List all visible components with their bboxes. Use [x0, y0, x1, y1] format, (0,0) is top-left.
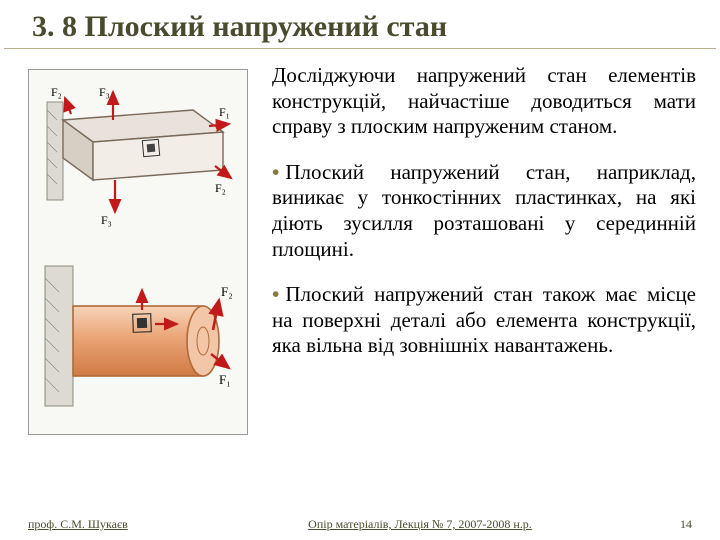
- label-f1b: F₁: [219, 372, 231, 387]
- figure-column: F₃ F₃ F₁ F₂ F₂: [28, 59, 248, 435]
- bullet-icon: •: [272, 282, 279, 306]
- text-column: Досліджуючи напружений стан елементів ко…: [248, 59, 696, 435]
- label-f2c: F₂: [221, 284, 233, 299]
- label-f2b: F₂: [51, 85, 62, 99]
- cylinder-diagram: F₂ F₁: [43, 254, 233, 424]
- plate-diagram: F₃ F₃ F₁ F₂ F₂: [43, 80, 233, 230]
- label-f1: F₁: [219, 105, 230, 119]
- label-f2: F₂: [215, 181, 226, 195]
- content-area: F₃ F₃ F₁ F₂ F₂: [0, 59, 720, 435]
- bullet2-text: Плоский напружений стан також має місце …: [272, 282, 696, 357]
- bullet-1: •Плоский напружений стан, наприклад, вин…: [272, 160, 696, 262]
- slide: 3. 8 Плоский напружений стан: [0, 0, 720, 540]
- slide-title: 3. 8 Плоский напружений стан: [4, 0, 716, 49]
- figure-box: F₃ F₃ F₁ F₂ F₂: [28, 69, 248, 435]
- label-f3b: F₃: [101, 213, 112, 227]
- label-f3: F₃: [99, 85, 110, 99]
- footer-lecture: Опір матеріалів, Лекція № 7, 2007-2008 н…: [208, 517, 632, 532]
- footer-author: проф. С.М. Шукаєв: [28, 517, 208, 532]
- footer-page-number: 14: [632, 517, 692, 532]
- intro-paragraph: Досліджуючи напружений стан елементів ко…: [272, 63, 696, 140]
- bullet-icon: •: [272, 160, 279, 184]
- bullet1-text: Плоский напружений стан, наприклад, вини…: [272, 160, 696, 261]
- bullet-2: •Плоский напружений стан також має місце…: [272, 282, 696, 359]
- footer: проф. С.М. Шукаєв Опір матеріалів, Лекці…: [0, 517, 720, 532]
